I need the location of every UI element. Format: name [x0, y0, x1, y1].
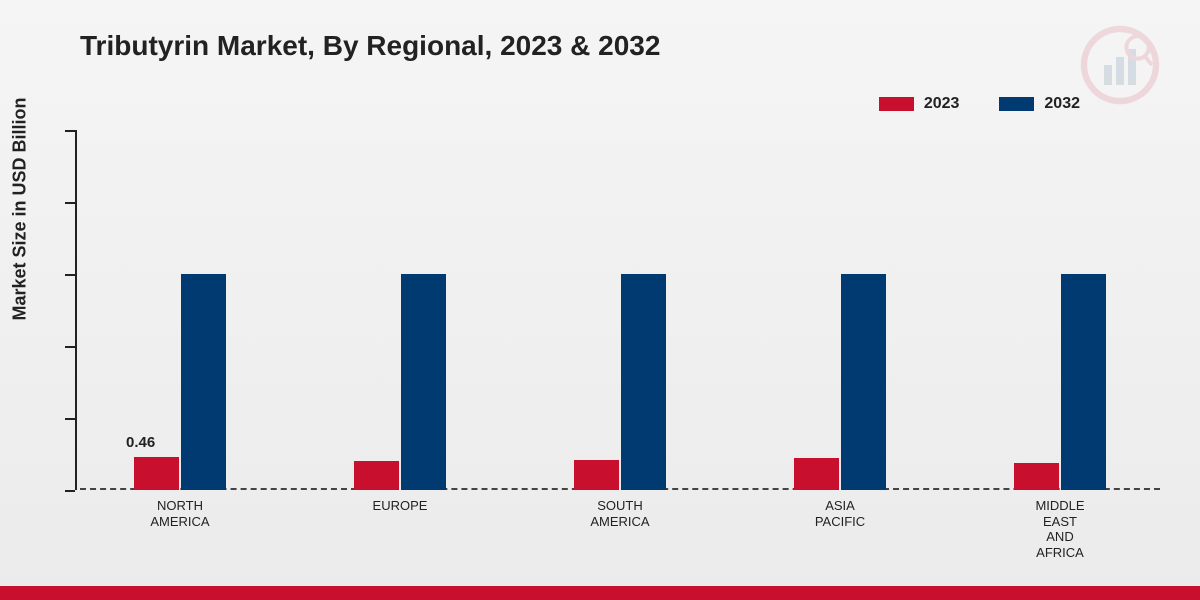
bar-group: [1000, 274, 1120, 490]
y-tick: [65, 274, 75, 276]
bar-group: [780, 274, 900, 490]
bar-value-label: 0.46: [126, 434, 155, 451]
legend-item-2032: 2032: [999, 95, 1080, 113]
legend-swatch-2032: [999, 97, 1034, 111]
bar-2023: [574, 460, 619, 490]
x-axis-label: NORTHAMERICA: [120, 498, 240, 529]
y-tick: [65, 130, 75, 132]
legend-swatch-2023: [879, 97, 914, 111]
bar-2032: [621, 274, 666, 490]
bar-2023: [794, 458, 839, 490]
footer-accent-bar: [0, 586, 1200, 600]
y-axis-label: Market Size in USD Billion: [10, 97, 31, 320]
watermark-logo-icon: [1080, 25, 1160, 105]
bar-2023: [1014, 463, 1059, 490]
y-axis-line: [75, 130, 77, 490]
x-axis-label: EUROPE: [340, 498, 460, 514]
chart-title: Tributyrin Market, By Regional, 2023 & 2…: [80, 30, 660, 62]
chart-plot-area: 0.46: [80, 130, 1160, 490]
bar-2023: [134, 457, 179, 490]
legend-item-2023: 2023: [879, 95, 960, 113]
legend-label-2032: 2032: [1044, 95, 1080, 113]
bar-2032: [1061, 274, 1106, 490]
bar-group: [120, 274, 240, 490]
y-tick: [65, 418, 75, 420]
chart-legend: 2023 2032: [879, 95, 1080, 113]
bar-2032: [401, 274, 446, 490]
x-axis-label: SOUTHAMERICA: [560, 498, 680, 529]
bar-group: [560, 274, 680, 490]
bar-group: [340, 274, 460, 490]
legend-label-2023: 2023: [924, 95, 960, 113]
bar-2023: [354, 461, 399, 490]
x-axis-label: ASIAPACIFIC: [780, 498, 900, 529]
y-tick: [65, 202, 75, 204]
y-tick: [65, 490, 75, 492]
bar-2032: [181, 274, 226, 490]
y-tick: [65, 346, 75, 348]
bar-2032: [841, 274, 886, 490]
x-axis-label: MIDDLEEASTANDAFRICA: [1000, 498, 1120, 560]
